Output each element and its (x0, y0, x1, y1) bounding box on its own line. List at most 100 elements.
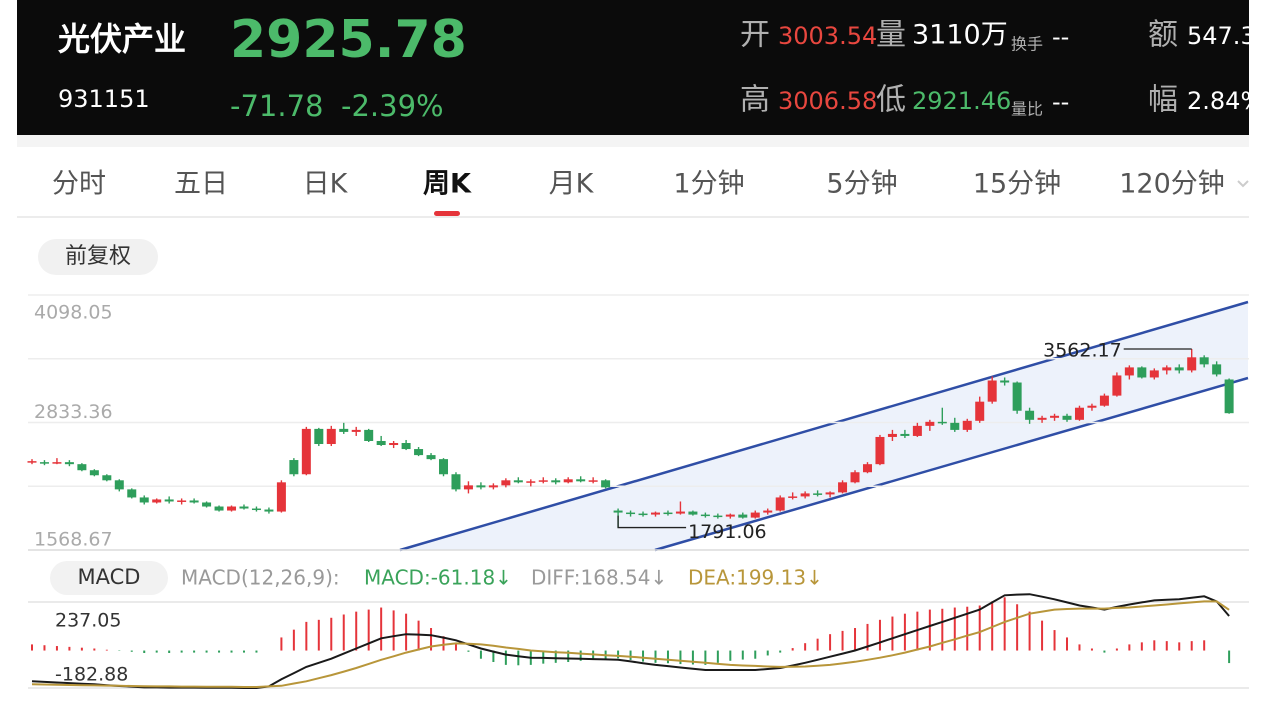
candle-body (538, 480, 548, 482)
candle-body (563, 479, 573, 483)
candle-body (838, 482, 848, 493)
candle-body (601, 480, 611, 488)
candle-body (202, 502, 212, 507)
candle-body (239, 506, 249, 509)
candle-body (513, 480, 523, 483)
candle-body (725, 514, 735, 517)
min-label: 1791.06 (688, 521, 767, 543)
candle-body (800, 493, 810, 497)
candle-body (189, 500, 199, 503)
stat-value: 547.3 (1187, 22, 1256, 50)
candle-body (576, 479, 586, 482)
candle-body (975, 401, 985, 421)
indicator-name[interactable]: MACD (78, 565, 141, 589)
candle-body (1087, 405, 1097, 408)
candle-body (1224, 379, 1234, 414)
candle-body (900, 433, 910, 436)
candle-body (77, 464, 87, 471)
y-tick-label: 2833.36 (34, 401, 113, 423)
candle-body (925, 421, 935, 426)
candle-body (1037, 417, 1047, 420)
candle-body (738, 514, 748, 518)
candle-body (1149, 370, 1159, 378)
period-tab[interactable]: 5分钟 (826, 169, 897, 200)
change: -71.78 (230, 89, 324, 123)
price: 2925.78 (230, 10, 467, 70)
candle-body (314, 428, 324, 445)
candle-body (488, 485, 498, 488)
candle-body (1074, 407, 1084, 420)
adjust-button-label[interactable]: 前复权 (65, 244, 131, 269)
candle-body (962, 420, 972, 430)
candle-body (1000, 380, 1010, 383)
candle-body (750, 512, 760, 518)
candle-body (1124, 367, 1134, 376)
candle-body (1212, 364, 1222, 375)
stat-label: 开 (740, 18, 770, 53)
period-tab[interactable]: 月K (549, 169, 595, 200)
candle-body (251, 508, 261, 511)
macd-params: MACD(12,26,9): (181, 566, 340, 590)
period-tab[interactable]: 1分钟 (673, 169, 744, 200)
candle-body (850, 472, 860, 483)
candle-body (551, 480, 561, 483)
candle-body (264, 509, 274, 512)
y-tick-label: 4098.05 (34, 302, 113, 324)
stat-value: -- (1052, 23, 1069, 51)
candle-body (127, 489, 137, 498)
candle-body (52, 462, 62, 464)
right-margin (1249, 0, 1278, 721)
period-tab[interactable]: 五日 (174, 169, 228, 200)
candle-body (950, 422, 960, 430)
max-label: 3562.17 (1043, 340, 1122, 362)
stat-value: 2921.46 (912, 87, 1011, 115)
adjust-button[interactable] (38, 239, 158, 275)
stat-label: 额 (1148, 18, 1178, 53)
stat-label: 低 (876, 83, 906, 118)
candle-body (651, 512, 660, 515)
candle-body (414, 449, 424, 456)
candle-body (1162, 367, 1172, 371)
candle-body (164, 499, 174, 502)
candle-body (588, 480, 598, 482)
candle-body (700, 514, 710, 517)
period-tab[interactable]: 15分钟 (973, 169, 1061, 200)
candle-body (401, 443, 411, 450)
candle-body (1062, 415, 1072, 420)
candle-body (426, 455, 436, 460)
candle-body (1112, 375, 1122, 396)
candle-body (364, 429, 374, 441)
period-tab[interactable]: 周K (423, 169, 472, 200)
candle-body (526, 481, 536, 483)
period-tab[interactable]: 分时 (52, 169, 106, 200)
candle-body (301, 428, 311, 475)
quote-header (17, 0, 1249, 135)
candle-body (875, 436, 885, 465)
stat-value: 3003.54 (778, 22, 877, 50)
stat-label: 高 (740, 83, 770, 118)
candle-body (1137, 367, 1147, 378)
min-marker (617, 515, 687, 529)
candle-body (887, 433, 897, 437)
candle-body (326, 428, 336, 445)
candle-body (1050, 415, 1060, 418)
candle-body (27, 461, 37, 463)
period-tab[interactable]: 120分钟 (1119, 169, 1225, 200)
candle-body (276, 482, 286, 512)
candle-body (1099, 395, 1109, 406)
period-tab[interactable]: 日K (303, 169, 349, 200)
candle-body (476, 485, 486, 488)
candle-body (376, 440, 386, 446)
candle-body (713, 515, 723, 518)
kline-chart: 4098.05 2833.36 1568.67 3562.17 1791.06 (27, 294, 1249, 551)
indicator-button[interactable] (50, 561, 168, 595)
stat-value: 3110万 (912, 20, 1008, 51)
stat-label: 量比 (1011, 100, 1043, 119)
candle-body (351, 429, 361, 432)
macd-chart: 237.05 -182.88 (28, 593, 1249, 689)
candle-body (775, 497, 785, 511)
stat-label: 换手 (1011, 35, 1043, 54)
candle-body (289, 460, 299, 475)
candle-body (937, 421, 947, 424)
candle-body (825, 492, 835, 495)
